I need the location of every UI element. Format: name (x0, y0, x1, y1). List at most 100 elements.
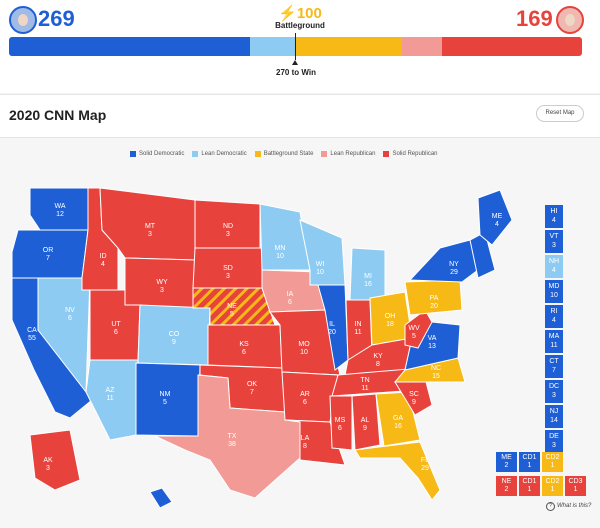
electoral-scoreboard: 269 ⚡100 Battleground 169 270 to Win (0, 0, 600, 93)
bar-segment-4 (442, 37, 582, 56)
small-state-abbr: RI (550, 308, 558, 315)
battleground-label: Battleground (275, 21, 325, 30)
small-state-DE[interactable]: DE 3 (545, 430, 563, 453)
state-label-KS: KS (239, 341, 249, 348)
state-ev-CO: 9 (172, 339, 176, 346)
state-ev-ID: 4 (101, 261, 105, 268)
small-states-column: HI 4 VT 3 NH 4 MD 10 RI 4 MA 11 CT 7 DC 3 NJ 14 DE 3 (545, 205, 563, 455)
state-ev-MS: 6 (338, 425, 342, 432)
state-ev-PA: 20 (430, 303, 438, 310)
state-label-TN: TN (360, 377, 369, 384)
state-label-ME: ME (492, 213, 503, 220)
small-state-VT[interactable]: VT 3 (545, 230, 563, 253)
small-state-CT[interactable]: CT 7 (545, 355, 563, 378)
district-label: ME (501, 454, 512, 461)
state-label-AK: AK (43, 457, 53, 464)
district-label: NE (501, 478, 512, 485)
bar-segment-2 (295, 37, 402, 56)
state-label-FL: FL (421, 457, 429, 464)
map-title-bar: 2020 CNN Map Reset Map (0, 94, 600, 138)
state-HI[interactable] (149, 487, 173, 508)
state-label-OK: OK (247, 381, 257, 388)
small-state-MD[interactable]: MD 10 (545, 280, 563, 303)
small-state-abbr: CT (549, 358, 559, 365)
state-label-MS: MS (335, 417, 346, 424)
small-state-abbr: DC (548, 383, 560, 390)
district-me_cd2[interactable]: CD2 1 (542, 452, 563, 472)
state-ev-NM: 5 (163, 399, 167, 406)
state-label-WY: WY (156, 279, 168, 286)
state-label-ID: ID (100, 253, 107, 260)
district-me_at_large[interactable]: ME 2 (496, 452, 517, 472)
state-ev-WV: 5 (412, 333, 416, 340)
small-state-ev: 4 (552, 217, 556, 224)
state-MN[interactable] (259, 203, 311, 271)
us-electoral-map[interactable]: WA12OR7CA55NV6ID4MT3WY3UT6AZ11CO9NM5ND3S… (0, 160, 545, 508)
electoral-vote-bar (9, 37, 582, 56)
state-AK[interactable] (29, 429, 81, 491)
district-label: CD3 (568, 478, 583, 485)
small-state-abbr: MA (548, 333, 560, 340)
small-state-ev: 11 (550, 342, 558, 349)
legend-item-lean-rep: Lean Republican (321, 149, 375, 159)
small-state-abbr: HI (550, 208, 558, 215)
district-ne_cd2[interactable]: CD2 1 (542, 476, 563, 496)
reset-map-button[interactable]: Reset Map (536, 105, 584, 122)
legend-item-solid-rep: Solid Republican (383, 149, 438, 159)
win-threshold-marker (295, 33, 296, 60)
state-ev-IA: 6 (288, 299, 292, 306)
state-label-WI: WI (316, 261, 325, 268)
state-ME[interactable] (477, 189, 513, 246)
state-ev-AR: 6 (303, 399, 307, 406)
small-state-ev: 3 (552, 242, 556, 249)
state-AZ[interactable] (85, 359, 139, 441)
small-state-abbr: NH (548, 258, 560, 265)
state-NM[interactable] (135, 362, 201, 437)
state-label-CA: CA (27, 327, 37, 334)
district-label: CD2 (545, 454, 560, 461)
district-me_cd1[interactable]: CD1 1 (519, 452, 540, 472)
state-label-OR: OR (43, 247, 54, 254)
district-ev: 1 (573, 486, 578, 493)
state-MS[interactable] (329, 395, 353, 451)
state-FL[interactable] (354, 441, 441, 501)
small-state-HI[interactable]: HI 4 (545, 205, 563, 228)
state-label-ND: ND (223, 223, 233, 230)
small-state-MA[interactable]: MA 11 (545, 330, 563, 353)
state-ev-AZ: 11 (106, 395, 113, 402)
bar-segment-0 (9, 37, 250, 56)
state-label-AR: AR (300, 391, 310, 398)
state-label-PA: PA (430, 295, 439, 302)
state-ev-KY: 8 (376, 361, 380, 368)
state-ev-MO: 10 (300, 349, 308, 356)
small-state-NJ[interactable]: NJ 14 (545, 405, 563, 428)
state-LA[interactable] (284, 419, 346, 466)
state-TX[interactable] (154, 374, 301, 499)
state-label-CO: CO (169, 331, 180, 338)
state-AL[interactable] (351, 393, 381, 451)
state-label-AZ: AZ (106, 387, 116, 394)
district-ne_cd1[interactable]: CD1 1 (519, 476, 540, 496)
small-state-NH[interactable]: NH 4 (545, 255, 563, 278)
state-ev-WI: 10 (316, 269, 324, 276)
win-threshold-arrow-icon (292, 60, 298, 65)
district-label: CD1 (522, 454, 537, 461)
legend-item-solid-dem: Solid Democratic (130, 149, 184, 159)
district-ev: 1 (550, 462, 555, 469)
district-ne_at_large[interactable]: NE 2 (496, 476, 517, 496)
small-state-ev: 4 (552, 267, 556, 274)
state-ev-FL: 29 (421, 465, 429, 472)
district-label: CD1 (522, 478, 537, 485)
state-NY[interactable] (408, 239, 479, 283)
state-OR[interactable] (11, 229, 89, 279)
state-IL[interactable] (317, 284, 349, 371)
page-title: 2020 CNN Map (9, 107, 107, 123)
small-state-DC[interactable]: DC 3 (545, 380, 563, 403)
small-state-RI[interactable]: RI 4 (545, 305, 563, 328)
state-ev-SC: 9 (412, 399, 416, 406)
state-ev-NC: 15 (432, 373, 440, 380)
what-is-this-link[interactable]: ? What is this? (546, 502, 591, 511)
state-ev-VA: 13 (428, 343, 436, 350)
state-label-AL: AL (361, 417, 370, 424)
district-ne_cd3[interactable]: CD3 1 (565, 476, 586, 496)
